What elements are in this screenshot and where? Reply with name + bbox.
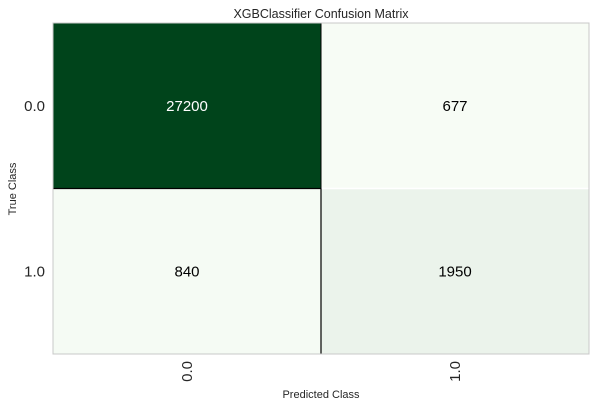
x-tick-labels: 0.0 1.0 [179,361,464,382]
plot-frame [52,22,590,355]
x-tick-label-1: 1.0 [447,361,464,382]
y-axis-label: True Class [7,162,19,215]
x-tick-label-0: 0.0 [179,361,196,382]
cell-value-label-1-1: 1950 [438,263,471,280]
heatmap-cell-1-0 [53,188,321,354]
chart-title: XGBClassifier Confusion Matrix [233,7,409,21]
heatmap-cell-1-1 [321,188,589,354]
cell-value-label-0-0: 27200 [166,98,208,115]
y-tick-labels: 0.0 1.0 [24,98,45,281]
cell-value-label-1-0: 840 [174,263,199,280]
y-tick-label-0: 0.0 [24,98,45,115]
x-axis-label: Predicted Class [282,389,360,401]
cell-value-label-0-1: 677 [442,98,467,115]
heatmap-cell-0-0 [53,23,321,189]
heatmap-cells [53,23,589,354]
heatmap-cell-labels: 27200 677 840 1950 [166,98,472,281]
y-tick-label-1: 1.0 [24,263,45,280]
heatmap-cell-0-1 [321,23,589,189]
